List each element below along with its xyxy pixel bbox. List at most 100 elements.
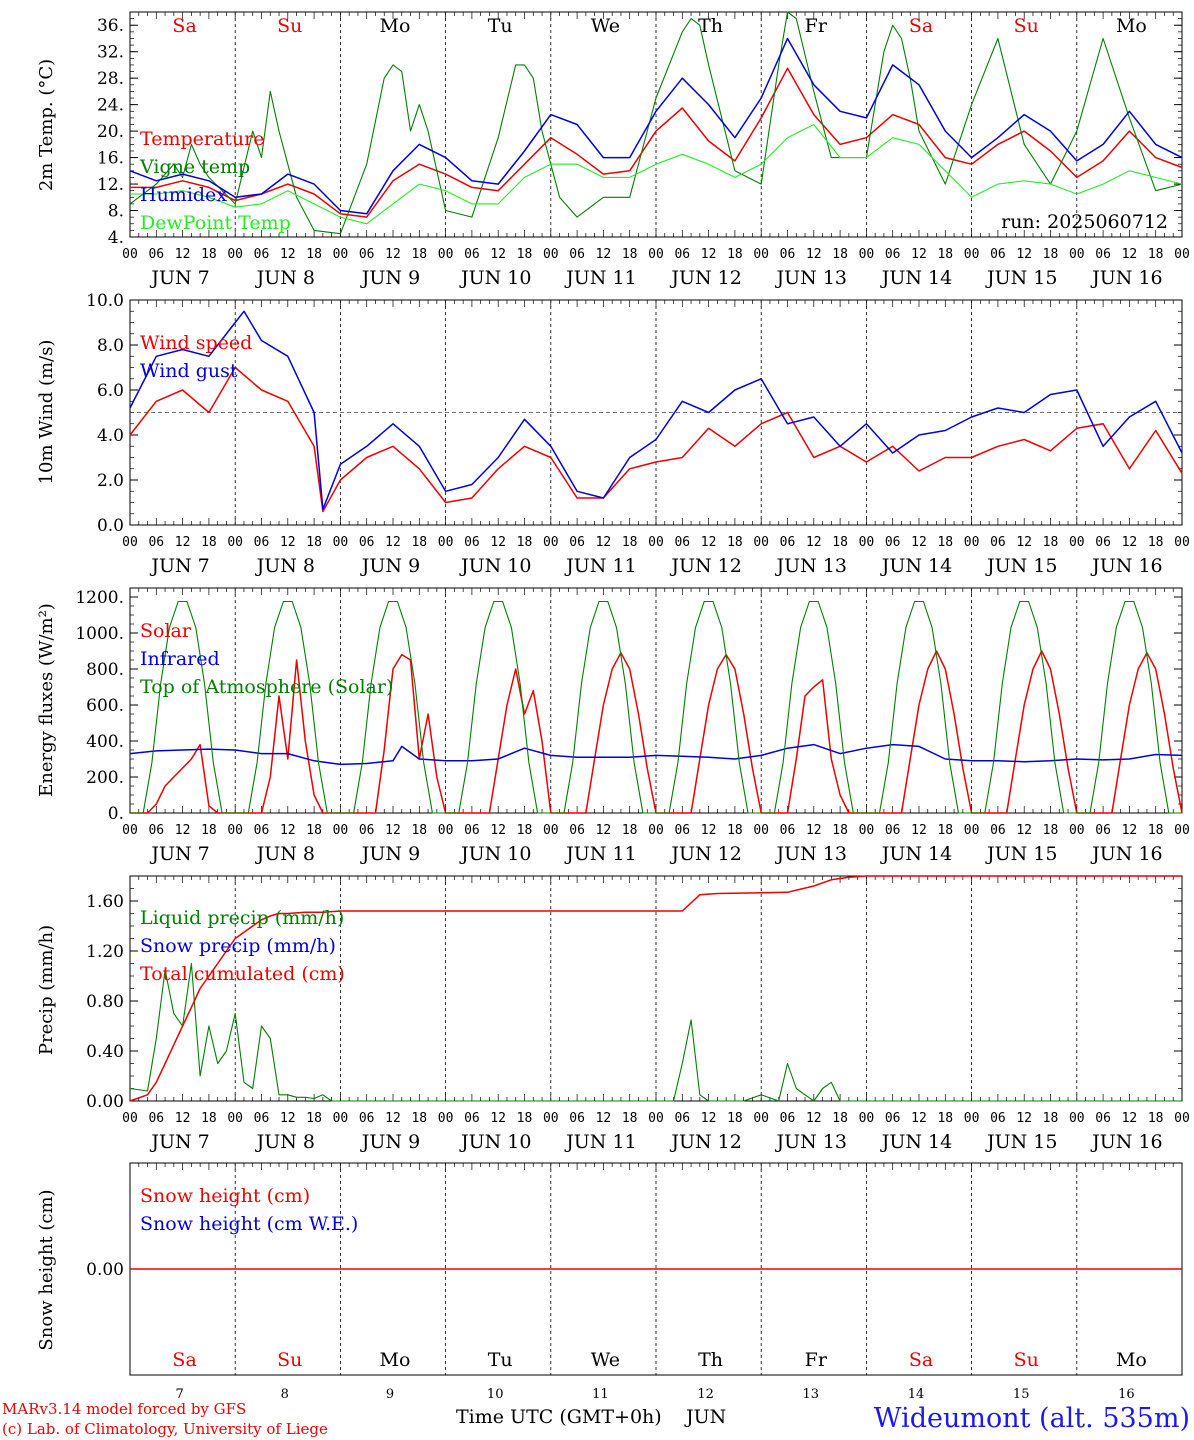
- weekday-label: Fr: [805, 15, 828, 37]
- x-hour-label: 18: [306, 247, 322, 262]
- x-hour-label: 18: [622, 1111, 638, 1126]
- station-title: Wideumont (alt. 535m): [874, 1403, 1190, 1434]
- x-hour-label: 18: [1148, 247, 1164, 262]
- x-day-label: JUN 16: [1090, 555, 1162, 577]
- x-hour-label: 06: [148, 247, 164, 262]
- x-day-label: JUN 12: [669, 555, 741, 577]
- x-hour-label: 12: [1016, 247, 1032, 262]
- x-day-label: JUN 13: [775, 555, 847, 577]
- x-hour-label: 12: [911, 1111, 927, 1126]
- x-hour-label: 00: [859, 247, 875, 262]
- x-hour-label: 06: [1095, 247, 1111, 262]
- x-hour-label: 00: [227, 823, 243, 838]
- y-tick-label: 0.: [108, 804, 124, 824]
- panel-4: 0.00 0.40 0.80 1.20 1.60 Precip (mm/h) Liquid …: [36, 875, 1190, 1153]
- legend-entry: Wind gust: [140, 360, 238, 382]
- x-hour-label: 00: [438, 1111, 454, 1126]
- footer-credit-line-1: MARv3.14 model forced by GFS: [2, 1400, 246, 1418]
- x-hour-label: 18: [201, 823, 217, 838]
- x-hour-label: 12: [1016, 823, 1032, 838]
- x-hour-label: 00: [753, 535, 769, 550]
- x-hour-label: 18: [517, 535, 533, 550]
- x-hour-label: 06: [359, 1111, 375, 1126]
- y-tick-label: 0.40: [86, 1042, 124, 1062]
- x-hour-label: 18: [832, 535, 848, 550]
- x-hour-label: 18: [1148, 535, 1164, 550]
- weekday-label: Th: [698, 1349, 723, 1371]
- y-tick-label: 10.0: [86, 291, 124, 311]
- x-hour-label: 18: [411, 247, 427, 262]
- x-hour-label: 12: [280, 247, 296, 262]
- x-hour-label: 00: [122, 247, 138, 262]
- x-hour-label: 06: [674, 823, 690, 838]
- x-hour-label: 18: [832, 1111, 848, 1126]
- legend-entry: Humidex: [140, 184, 227, 206]
- x-day-number: 9: [386, 1387, 394, 1402]
- plot-frame: [129, 587, 1183, 814]
- y-tick-label: 6.0: [97, 381, 124, 401]
- panel-3: 0. 200. 400. 600. 800. 1000. 1200. Energy fluxe…: [36, 587, 1190, 865]
- x-hour-label: 12: [490, 535, 506, 550]
- weekday-label: Tu: [488, 15, 513, 37]
- y-tick-label: 1000.: [75, 624, 124, 644]
- x-hour-label: 18: [937, 535, 953, 550]
- x-hour-label: 06: [148, 1111, 164, 1126]
- y-tick-label: 4.: [108, 228, 124, 248]
- x-hour-label: 18: [517, 1111, 533, 1126]
- x-hour-label: 00: [438, 247, 454, 262]
- x-day-label: JUN 9: [360, 555, 420, 577]
- x-hour-label: 00: [859, 823, 875, 838]
- x-day-label: JUN 15: [985, 843, 1057, 865]
- x-hour-label: 12: [911, 823, 927, 838]
- x-hour-label: 00: [964, 1111, 980, 1126]
- panel-5: 0.00 Snow height (cm) Snow height (cm) Snow…: [36, 1162, 1183, 1402]
- weekday-label: Mo: [380, 15, 411, 37]
- x-hour-label: 12: [490, 247, 506, 262]
- x-hour-label: 06: [885, 823, 901, 838]
- x-hour-label: 06: [674, 247, 690, 262]
- y-axis-label: Snow height (cm): [36, 1189, 57, 1350]
- y-tick-label: 36.: [97, 16, 124, 36]
- x-hour-label: 00: [333, 823, 349, 838]
- x-day-label: JUN 14: [880, 843, 952, 865]
- x-hour-label: 06: [885, 1111, 901, 1126]
- weekday-label: Sa: [172, 1349, 196, 1371]
- legend-entry: Temperature: [140, 128, 264, 150]
- x-hour-label: 00: [543, 823, 559, 838]
- footer-month: JUN: [684, 1406, 726, 1428]
- x-hour-label: 12: [385, 535, 401, 550]
- x-hour-label: 18: [306, 535, 322, 550]
- x-hour-label: 12: [806, 823, 822, 838]
- x-hour-label: 18: [201, 1111, 217, 1126]
- x-hour-label: 06: [885, 535, 901, 550]
- x-day-label: JUN 10: [459, 843, 531, 865]
- x-day-label: JUN 8: [255, 843, 315, 865]
- x-hour-label: 18: [1043, 247, 1059, 262]
- x-day-label: JUN 10: [459, 555, 531, 577]
- x-day-label: JUN 9: [360, 843, 420, 865]
- x-hour-label: 06: [254, 535, 270, 550]
- x-hour-label: 18: [201, 247, 217, 262]
- x-day-number: 11: [592, 1387, 609, 1402]
- panel-2: 0.0 2.0 4.0 6.0 8.0 10.0 10m Wind (m/s) Wind sp…: [36, 291, 1190, 577]
- x-hour-label: 00: [1174, 535, 1190, 550]
- x-hour-label: 06: [569, 1111, 585, 1126]
- legend-entry: Infrared: [140, 648, 220, 670]
- x-hour-label: 00: [859, 1111, 875, 1126]
- series-line-dewpoint-temp: [130, 123, 1183, 225]
- y-tick-label: 12.: [97, 175, 124, 195]
- weekday-label: Su: [277, 15, 302, 37]
- x-hour-label: 06: [464, 823, 480, 838]
- x-hour-label: 06: [1095, 823, 1111, 838]
- series-line-infrared: [129, 743, 1183, 766]
- x-hour-label: 18: [306, 823, 322, 838]
- x-day-label: JUN 11: [564, 555, 636, 577]
- series-line-temperature: [130, 67, 1183, 218]
- weekday-label: Sa: [909, 15, 933, 37]
- x-hour-label: 06: [990, 1111, 1006, 1126]
- x-hour-label: 00: [333, 535, 349, 550]
- x-hour-label: 12: [1122, 247, 1138, 262]
- x-hour-label: 06: [1095, 535, 1111, 550]
- x-hour-label: 18: [411, 1111, 427, 1126]
